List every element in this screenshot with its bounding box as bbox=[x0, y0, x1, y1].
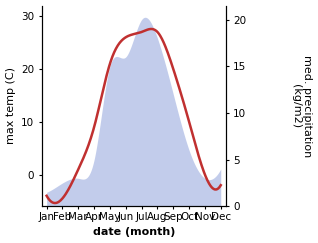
X-axis label: date (month): date (month) bbox=[93, 227, 175, 237]
Y-axis label: med. precipitation
(kg/m2): med. precipitation (kg/m2) bbox=[291, 55, 313, 157]
Y-axis label: max temp (C): max temp (C) bbox=[5, 68, 16, 144]
